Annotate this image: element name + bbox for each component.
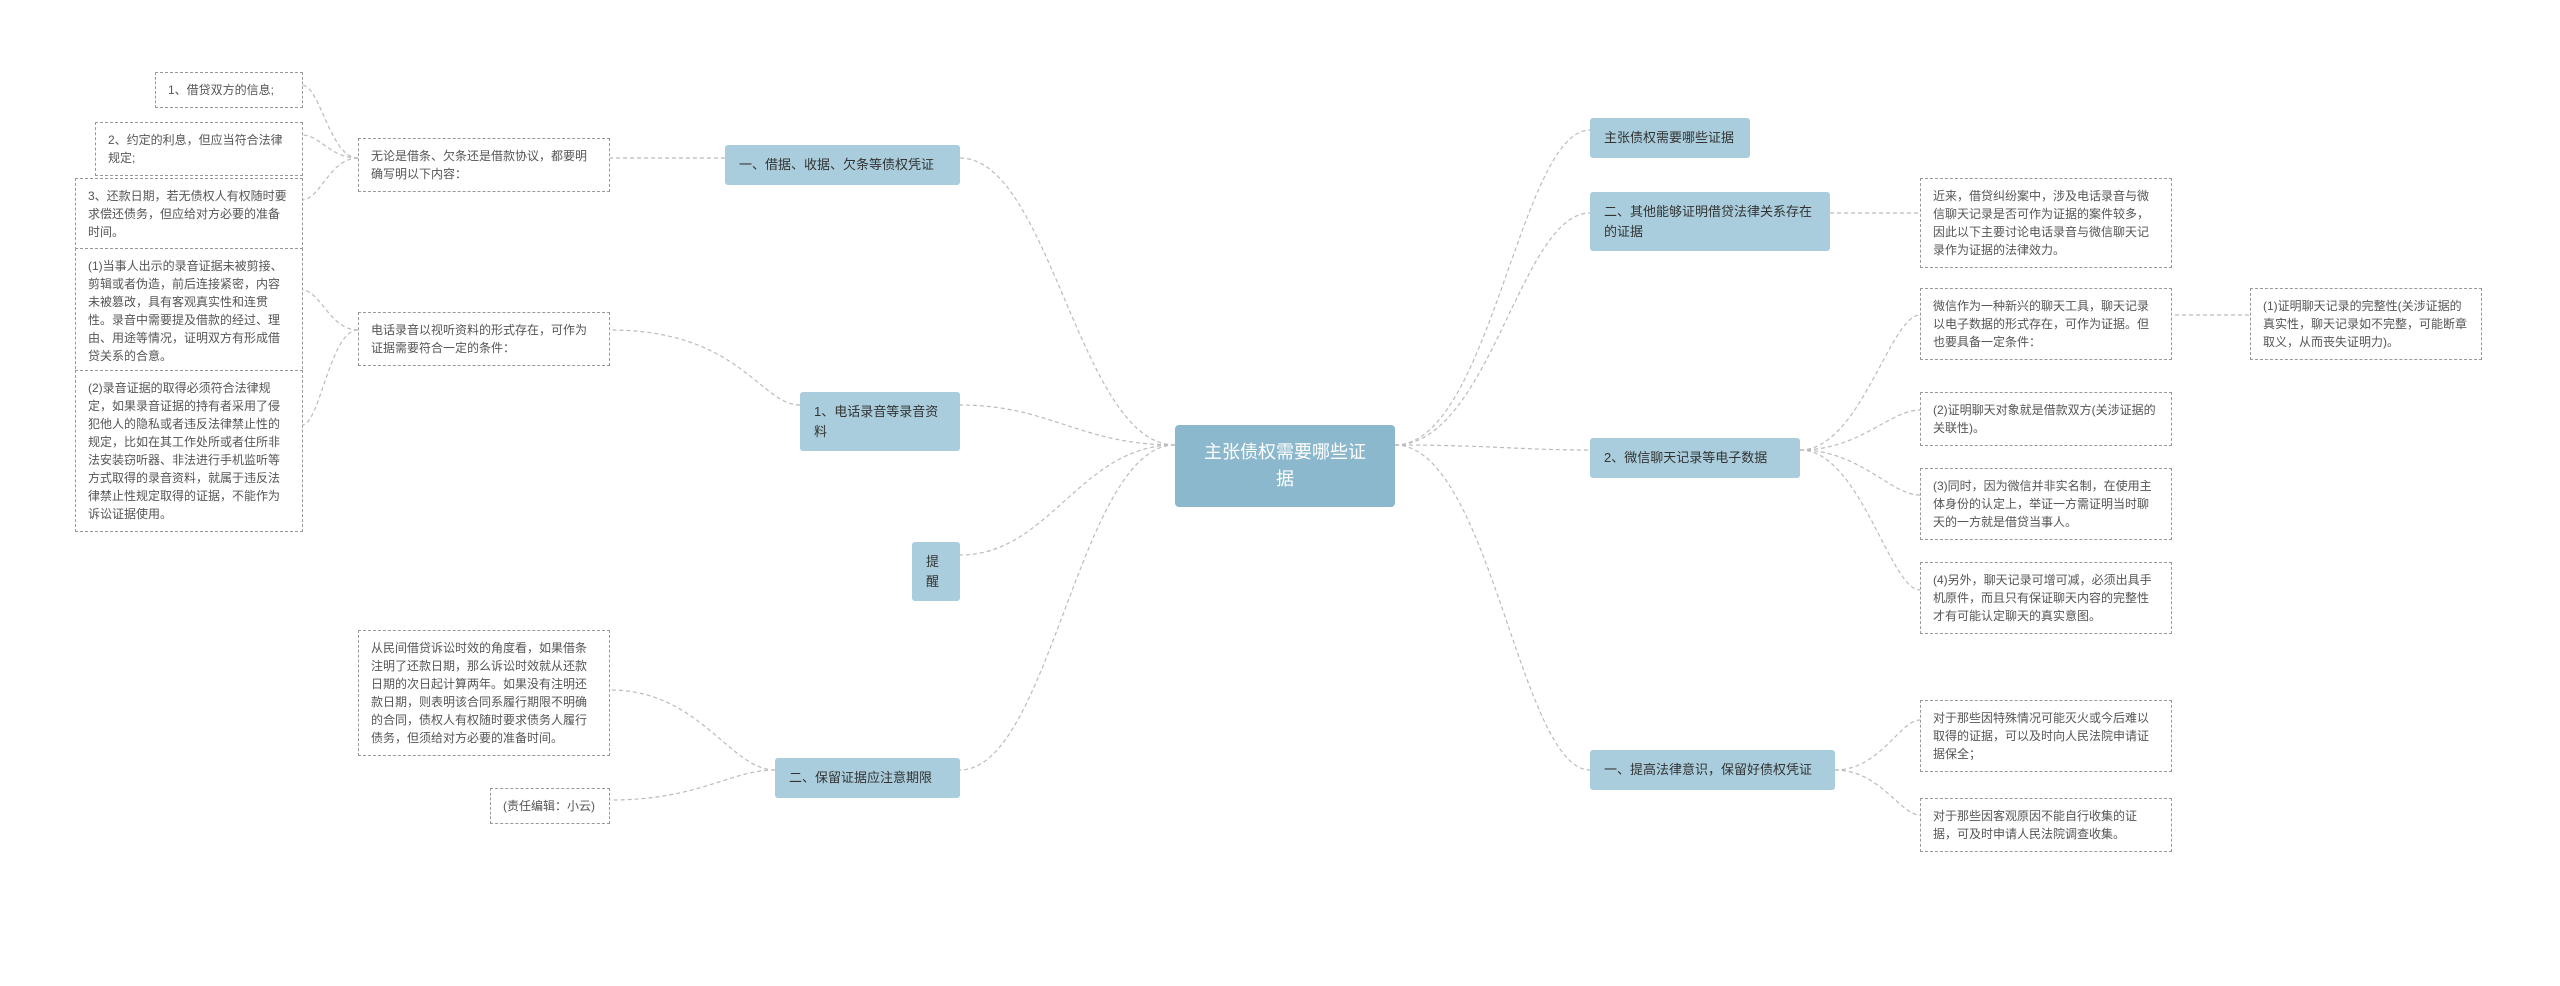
left-n2-c1-g1: (1)当事人出示的录音证据未被剪接、剪辑或者伪造，前后连接紧密，内容未被篡改，具…: [75, 248, 303, 374]
root-node[interactable]: 主张债权需要哪些证据: [1175, 425, 1395, 507]
left-branch-4[interactable]: 二、保留证据应注意期限: [775, 758, 960, 798]
right-branch-4[interactable]: 一、提高法律意识，保留好债权凭证: [1590, 750, 1835, 790]
right-n2-c1: 近来，借贷纠纷案中，涉及电话录音与微信聊天记录是否可作为证据的案件较多，因此以下…: [1920, 178, 2172, 268]
right-n3-c4: (4)另外，聊天记录可增可减，必须出具手机原件，而且只有保证聊天内容的完整性才有…: [1920, 562, 2172, 634]
right-branch-1[interactable]: 主张债权需要哪些证据: [1590, 118, 1750, 158]
left-branch-1[interactable]: 一、借据、收据、欠条等债权凭证: [725, 145, 960, 185]
left-n1-c1-g2: 2、约定的利息，但应当符合法律规定;: [95, 122, 303, 176]
right-n3-c2: (2)证明聊天对象就是借款双方(关涉证据的关联性)。: [1920, 392, 2172, 446]
left-branch-3[interactable]: 提醒: [912, 542, 960, 601]
left-n2-c1-g2: (2)录音证据的取得必须符合法律规定，如果录音证据的持有者采用了侵犯他人的隐私或…: [75, 370, 303, 532]
left-branch-2[interactable]: 1、电话录音等录音资料: [800, 392, 960, 451]
left-n1-c1: 无论是借条、欠条还是借款协议，都要明确写明以下内容：: [358, 138, 610, 192]
left-n2-c1: 电话录音以视听资料的形式存在，可作为证据需要符合一定的条件：: [358, 312, 610, 366]
right-branch-3[interactable]: 2、微信聊天记录等电子数据: [1590, 438, 1800, 478]
left-n4-c2: (责任编辑：小云): [490, 788, 610, 824]
right-n3-c1-g1: (1)证明聊天记录的完整性(关涉证据的真实性，聊天记录如不完整，可能断章取义，从…: [2250, 288, 2482, 360]
right-n4-c1: 对于那些因特殊情况可能灭火或今后难以取得的证据，可以及时向人民法院申请证据保全；: [1920, 700, 2172, 772]
right-n4-c2: 对于那些因客观原因不能自行收集的证据，可及时申请人民法院调查收集。: [1920, 798, 2172, 852]
right-n3-c3: (3)同时，因为微信并非实名制，在使用主体身份的认定上，举证一方需证明当时聊天的…: [1920, 468, 2172, 540]
right-n3-c1: 微信作为一种新兴的聊天工具，聊天记录以电子数据的形式存在，可作为证据。但也要具备…: [1920, 288, 2172, 360]
left-n1-c1-g1: 1、借贷双方的信息;: [155, 72, 303, 108]
right-branch-2[interactable]: 二、其他能够证明借贷法律关系存在的证据: [1590, 192, 1830, 251]
left-n4-c1: 从民间借贷诉讼时效的角度看，如果借条注明了还款日期，那么诉讼时效就从还款日期的次…: [358, 630, 610, 756]
left-n1-c1-g3: 3、还款日期，若无债权人有权随时要求偿还债务，但应给对方必要的准备时间。: [75, 178, 303, 250]
